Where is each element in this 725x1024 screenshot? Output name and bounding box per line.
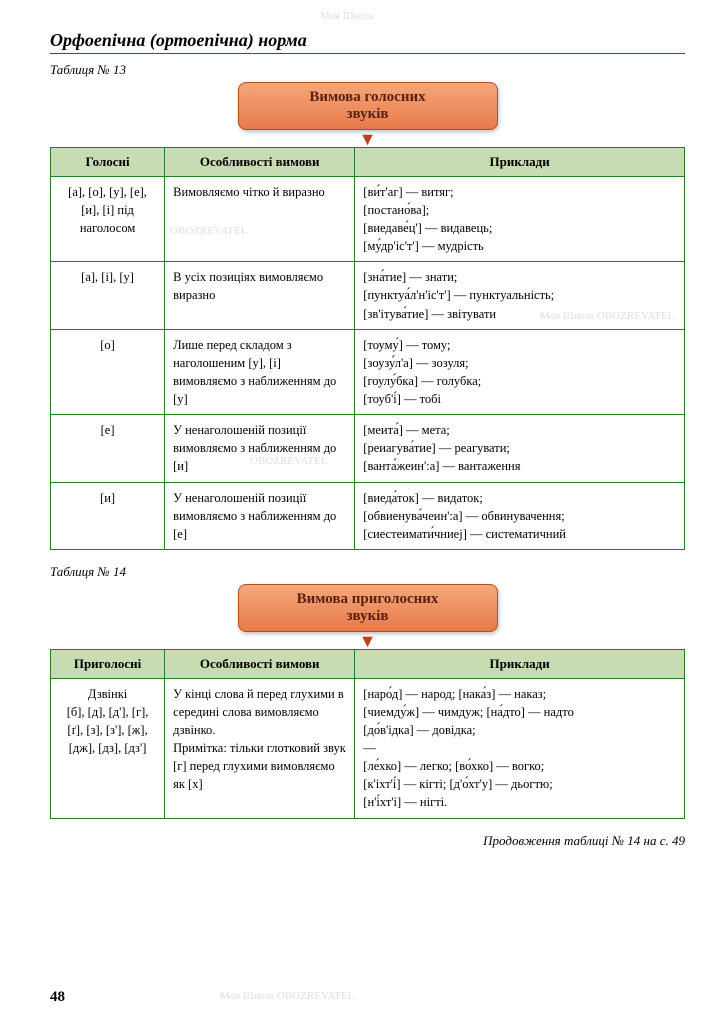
header-line2: звуків: [346, 608, 388, 624]
table-13-label: Таблиця № 13: [50, 62, 685, 78]
col-header: Особливості вимови: [165, 649, 355, 678]
cell: У ненаголошеній позиції вимовляємо з наб…: [165, 415, 355, 482]
watermark: Моя Школа: [320, 10, 374, 22]
cell: [наро́д] — народ; [нака́з] — наказ;[чием…: [355, 678, 685, 818]
page-number: 48: [50, 989, 65, 1006]
cell: [а], [о], [у], [е], [и], [і] під наголос…: [51, 176, 165, 262]
arrow-down: ▼: [50, 636, 685, 647]
col-header: Особливості вимови: [165, 147, 355, 176]
cell: В усіх позиціях вимовляємо виразно: [165, 262, 355, 329]
cell: У ненаголошеній позиції вимовляємо з наб…: [165, 482, 355, 549]
table-row: [е]У ненаголошеній позиції вимовляємо з …: [51, 415, 685, 482]
table-row: [а], [і], [у]В усіх позиціях вимовляємо …: [51, 262, 685, 329]
table-14-header-box: Вимова приголосних звуків: [238, 584, 498, 632]
table-row: [и]У ненаголошеній позиції вимовляємо з …: [51, 482, 685, 549]
header-line1: Вимова приголосних: [297, 591, 439, 607]
cell: [виеда́ток] — видаток;[обвиенува́чеин':а…: [355, 482, 685, 549]
section-title: Орфоепічна (ортоепічна) норма: [50, 30, 685, 51]
col-header: Приклади: [355, 147, 685, 176]
col-header: Голосні: [51, 147, 165, 176]
cell: У кінці слова й перед глухими в середині…: [165, 678, 355, 818]
table-13-header-box: Вимова голосних звуків: [238, 82, 498, 130]
col-header: Приклади: [355, 649, 685, 678]
cell: Дзвінкі[б], [д], [д'], [г], [ґ], [з], [з…: [51, 678, 165, 818]
divider: [50, 53, 685, 54]
cell: [зна́тие] — знати;[пунктуа́л'н'іс'т'] — …: [355, 262, 685, 329]
cell: [е]: [51, 415, 165, 482]
cell: [а], [і], [у]: [51, 262, 165, 329]
arrow-down: ▼: [50, 134, 685, 145]
cell: [и]: [51, 482, 165, 549]
table-row: [о]Лише перед складом з наголошеним [у],…: [51, 329, 685, 415]
watermark: Моя Школа OBOZREVATEL: [220, 990, 354, 1002]
cell: [ви́т'аг] — витяг;[постано́ва];[виедаве́…: [355, 176, 685, 262]
table-row: [а], [о], [у], [е], [и], [і] під наголос…: [51, 176, 685, 262]
cell: [тоуму́] — тому;[зоузу́л'а] — зозуля;[го…: [355, 329, 685, 415]
table-14-label: Таблиця № 14: [50, 564, 685, 580]
cell: [о]: [51, 329, 165, 415]
header-line1: Вимова голосних: [309, 89, 425, 105]
cell: Лише перед складом з наголошеним [у], [і…: [165, 329, 355, 415]
cell: [меита́] — мета;[реиагува́тие] — реагува…: [355, 415, 685, 482]
col-header: Приголосні: [51, 649, 165, 678]
table-row: Дзвінкі[б], [д], [д'], [г], [ґ], [з], [з…: [51, 678, 685, 818]
continuation-note: Продовження таблиці № 14 на с. 49: [50, 833, 685, 849]
cell: Вимовляємо чітко й виразно: [165, 176, 355, 262]
table-13: Голосні Особливості вимови Приклади [а],…: [50, 147, 685, 550]
header-line2: звуків: [346, 106, 388, 122]
table-14: Приголосні Особливості вимови Приклади Д…: [50, 649, 685, 819]
